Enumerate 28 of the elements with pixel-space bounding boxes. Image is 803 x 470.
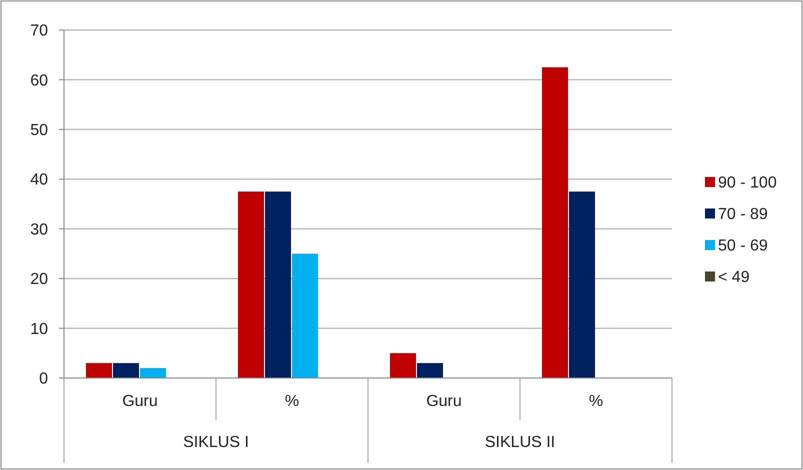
bar xyxy=(569,192,595,378)
x-tick-label: % xyxy=(588,393,604,410)
text: SIKLUS II xyxy=(484,434,556,451)
bar xyxy=(542,67,568,378)
bar xyxy=(390,353,416,378)
y-tick-label: 70 xyxy=(30,22,48,40)
bar xyxy=(86,363,112,378)
y-tick-label: 10 xyxy=(30,320,48,338)
legend-label: 50 - 69 xyxy=(718,238,768,255)
bar xyxy=(113,363,139,378)
x-tick-label: % xyxy=(284,393,300,410)
bar xyxy=(292,254,318,378)
y-tick-label: 30 xyxy=(30,221,48,238)
y-tick-label: 60 xyxy=(30,72,48,90)
text: SIKLUS I xyxy=(183,434,249,451)
y-tick-label: 40 xyxy=(30,172,48,189)
x-tick-label: Guru xyxy=(426,393,462,410)
bar xyxy=(265,192,291,378)
bar xyxy=(140,368,166,378)
bar xyxy=(417,363,443,378)
legend-label: < 49 xyxy=(718,269,750,286)
y-tick-label: 50 xyxy=(30,122,48,140)
legend-label: 70 - 89 xyxy=(718,206,768,224)
legend-label: 90 - 100 xyxy=(718,174,777,192)
bar xyxy=(238,192,264,378)
y-tick-label: 0 xyxy=(39,370,48,388)
y-tick-label: 20 xyxy=(30,271,48,288)
x-tick-label: Guru xyxy=(122,393,158,410)
